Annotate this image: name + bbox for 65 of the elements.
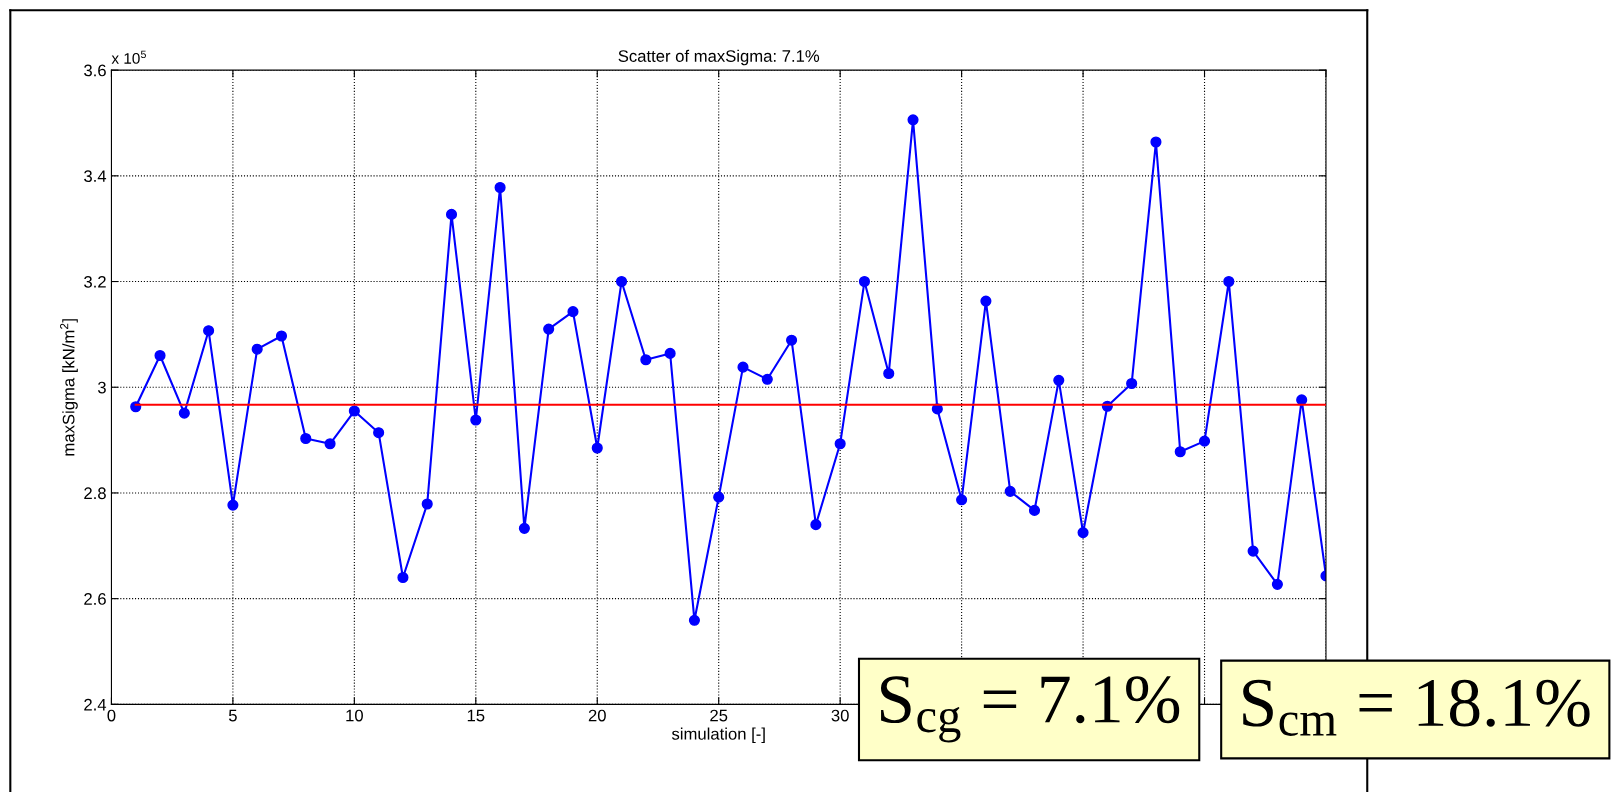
x-axis-title: simulation [-] bbox=[671, 727, 765, 744]
x-tick-label: 30 bbox=[831, 709, 849, 722]
x-tick-label: 0 bbox=[107, 709, 116, 722]
point bbox=[227, 499, 239, 511]
point bbox=[494, 181, 506, 194]
y-tick-label: 3.4 bbox=[84, 170, 107, 183]
point bbox=[348, 405, 360, 417]
y-tick-label: 2.6 bbox=[84, 593, 106, 605]
point bbox=[1028, 504, 1041, 516]
y-tick-label: 2.8 bbox=[84, 487, 106, 500]
y-tick-label: 3.2 bbox=[84, 275, 106, 288]
point bbox=[445, 208, 458, 220]
point bbox=[421, 498, 433, 510]
point bbox=[591, 442, 603, 454]
point bbox=[1198, 435, 1211, 447]
point bbox=[154, 349, 166, 362]
point bbox=[543, 323, 555, 335]
point bbox=[956, 494, 968, 506]
point bbox=[883, 367, 895, 380]
point bbox=[786, 334, 798, 346]
point bbox=[1150, 136, 1162, 148]
point bbox=[251, 343, 263, 355]
annotation: S$_{cm}$ = 18.1% bbox=[1243, 679, 1590, 736]
point bbox=[1223, 275, 1235, 288]
point bbox=[761, 373, 773, 385]
point bbox=[980, 295, 992, 307]
point bbox=[324, 438, 336, 450]
point bbox=[518, 522, 530, 534]
x-tick-label: 10 bbox=[346, 709, 363, 722]
point bbox=[1174, 446, 1186, 458]
point bbox=[907, 114, 919, 126]
point bbox=[397, 571, 409, 584]
point bbox=[203, 325, 215, 337]
y-axis-title: maxSigma [kN/m$^{2}$] bbox=[60, 319, 78, 456]
text: x 10$^{5}$ bbox=[111, 50, 146, 64]
y-tick-label: 3 bbox=[97, 381, 106, 394]
chart-title: Scatter of maxSigma: 7.1% bbox=[618, 49, 820, 66]
point bbox=[1247, 545, 1259, 557]
point bbox=[858, 275, 871, 288]
point bbox=[1126, 377, 1138, 390]
point bbox=[373, 427, 385, 439]
point bbox=[470, 414, 482, 426]
point bbox=[567, 306, 579, 318]
annotation: S$_{cg}$ = 7.1% bbox=[881, 676, 1180, 743]
point bbox=[640, 354, 652, 366]
point bbox=[1053, 374, 1065, 386]
point bbox=[737, 361, 749, 373]
x-tick-label: 20 bbox=[588, 709, 606, 722]
point bbox=[615, 275, 628, 288]
x-tick-label: 5 bbox=[228, 709, 237, 722]
point bbox=[1077, 527, 1089, 539]
point bbox=[1004, 485, 1016, 497]
point bbox=[834, 438, 846, 450]
y-tick-label: 2.4 bbox=[84, 698, 107, 711]
point bbox=[713, 491, 725, 503]
y-tick-label: 3.6 bbox=[84, 64, 106, 77]
point bbox=[178, 407, 190, 419]
point bbox=[688, 614, 700, 626]
point bbox=[300, 432, 312, 445]
x-tick-label: 25 bbox=[710, 709, 728, 722]
x-tick-label: 15 bbox=[467, 709, 485, 722]
point bbox=[1271, 578, 1283, 590]
point bbox=[275, 330, 288, 342]
point bbox=[664, 347, 676, 359]
point bbox=[810, 519, 822, 531]
